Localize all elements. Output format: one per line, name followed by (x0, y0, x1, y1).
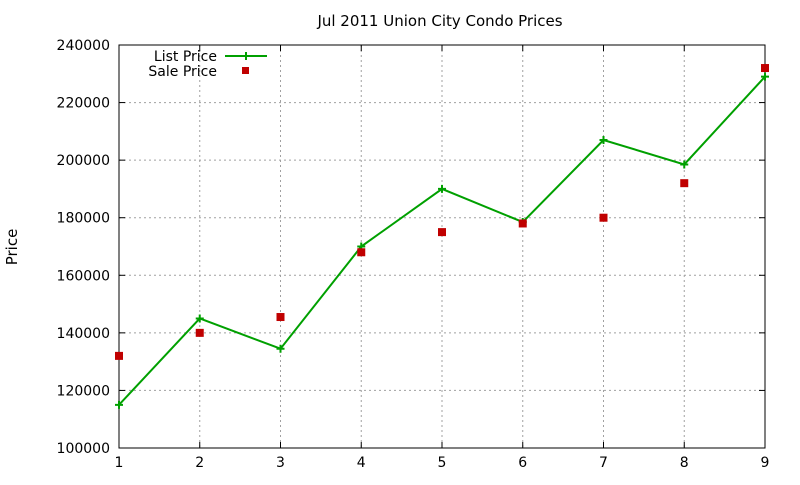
x-tick-label: 1 (115, 455, 124, 471)
legend-label-sale-price: Sale Price (148, 64, 217, 80)
data-point (438, 228, 446, 237)
y-tick-label: 140000 (57, 326, 110, 342)
y-tick-label: 200000 (57, 153, 110, 169)
data-point (276, 344, 285, 353)
grid (119, 45, 765, 448)
axes (118, 44, 766, 449)
data-point (599, 213, 608, 222)
data-point (115, 400, 123, 409)
data-point (761, 64, 769, 73)
x-tick-label: 5 (438, 455, 447, 471)
legend-marker-sale-price (242, 67, 249, 74)
x-tick-label: 2 (195, 455, 204, 471)
y-tick-label: 180000 (57, 211, 110, 227)
data-point (680, 160, 689, 169)
legend-label-list-price: List Price (154, 49, 217, 65)
x-tick-label: 7 (599, 455, 608, 471)
tick-labels: 1 2 3 4 5 6 7 8 9 100000 120000 140000 160000 180000 2… (57, 38, 770, 471)
y-tick-label: 220000 (57, 96, 110, 112)
data-point (357, 248, 366, 257)
y-tick-label: 100000 (57, 441, 110, 457)
chart-title: Jul 2011 Union City Condo Prices (316, 12, 562, 30)
data-point (195, 328, 204, 337)
series (115, 64, 769, 409)
x-tick-label: 6 (518, 455, 527, 471)
data-point (276, 313, 285, 322)
y-axis-label: Price (3, 229, 21, 266)
series-list-price (115, 72, 769, 409)
y-tick-label: 240000 (57, 38, 110, 54)
data-point (761, 72, 769, 81)
series-sale-price (115, 64, 769, 360)
x-tick-label: 4 (357, 455, 366, 471)
x-tick-label: 3 (276, 455, 285, 471)
legend-marker-list-price (242, 52, 250, 60)
x-tick-label: 8 (680, 455, 689, 471)
y-tick-label: 120000 (57, 383, 110, 399)
x-tick-label: 9 (761, 455, 770, 471)
data-point (195, 314, 204, 323)
y-tick-label: 160000 (57, 268, 110, 284)
data-point (115, 351, 123, 360)
data-point (680, 179, 689, 188)
data-point (599, 135, 608, 144)
data-point (518, 219, 527, 228)
legend: List Price Sale Price (148, 49, 267, 80)
data-point (438, 184, 446, 193)
